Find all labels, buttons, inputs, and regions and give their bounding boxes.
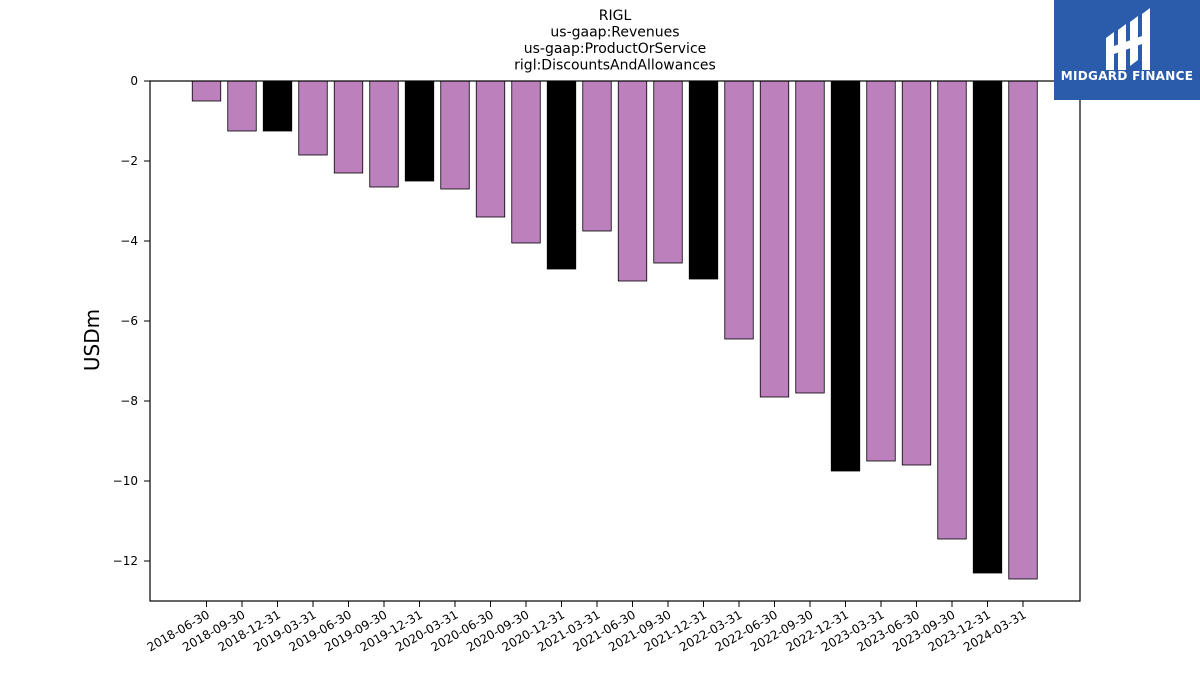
bar-2023-06-30	[901, 80, 932, 466]
bar-2019-12-31	[404, 80, 435, 182]
chart-title-line-1: us-gaap:Revenues	[550, 25, 679, 41]
chart-title-line-0: RIGL	[599, 8, 632, 24]
chart-title-line-2: us-gaap:ProductOrService	[524, 41, 707, 57]
bar-2024-03-31	[1008, 80, 1038, 580]
x-axis: 2018-06-302018-09-302018-12-312019-03-31…	[145, 601, 1029, 654]
bar-2020-03-31	[440, 80, 470, 190]
bar-2022-09-30	[795, 80, 825, 394]
bar-2018-09-30	[227, 80, 257, 132]
bars	[191, 80, 1038, 580]
y-tick-label-0: 0	[130, 74, 138, 88]
chart-title-line-3: rigl:DiscountsAndAllowances	[514, 58, 716, 74]
bar-2023-09-30	[937, 80, 967, 540]
bar-2018-12-31	[262, 80, 293, 132]
bar-2021-03-31	[582, 80, 612, 232]
plot-frame	[149, 80, 1081, 602]
y-tick-label-3: −6	[120, 314, 138, 328]
logo-text: MIDGARD FINANCE	[1061, 69, 1193, 83]
bar-2022-12-31	[830, 80, 861, 472]
bar-2018-06-30	[191, 80, 222, 102]
bar-2021-12-31	[688, 80, 719, 280]
bar-2020-09-30	[511, 80, 541, 244]
chart-title: RIGLus-gaap:Revenuesus-gaap:ProductOrSer…	[514, 8, 716, 74]
y-axis-title: USDm	[80, 309, 104, 371]
bar-2020-12-31	[546, 80, 577, 270]
y-tick-label-4: −8	[120, 394, 138, 408]
y-axis: 0 −2 −4 −6 −8 −10 −12	[113, 74, 150, 568]
y-tick-label-1: −2	[120, 154, 138, 168]
y-tick-label-2: −4	[120, 234, 138, 248]
y-tick-label-6: −12	[113, 554, 138, 568]
logo-mark-icon	[1106, 8, 1150, 70]
bar-2023-03-31	[866, 80, 896, 462]
bar-2021-06-30	[617, 80, 648, 282]
bar-2021-09-30	[653, 80, 683, 264]
bar-2022-06-30	[759, 80, 790, 398]
bar-2022-03-31	[724, 80, 754, 340]
y-tick-label-5: −10	[113, 474, 138, 488]
bar-2019-09-30	[369, 80, 399, 188]
bar-2019-03-31	[298, 80, 328, 156]
bar-2019-06-30	[333, 80, 364, 174]
midgard-finance-logo: MIDGARD FINANCE	[1054, 0, 1200, 100]
bar-2020-06-30	[475, 80, 506, 218]
bar-2023-12-31	[972, 80, 1003, 574]
